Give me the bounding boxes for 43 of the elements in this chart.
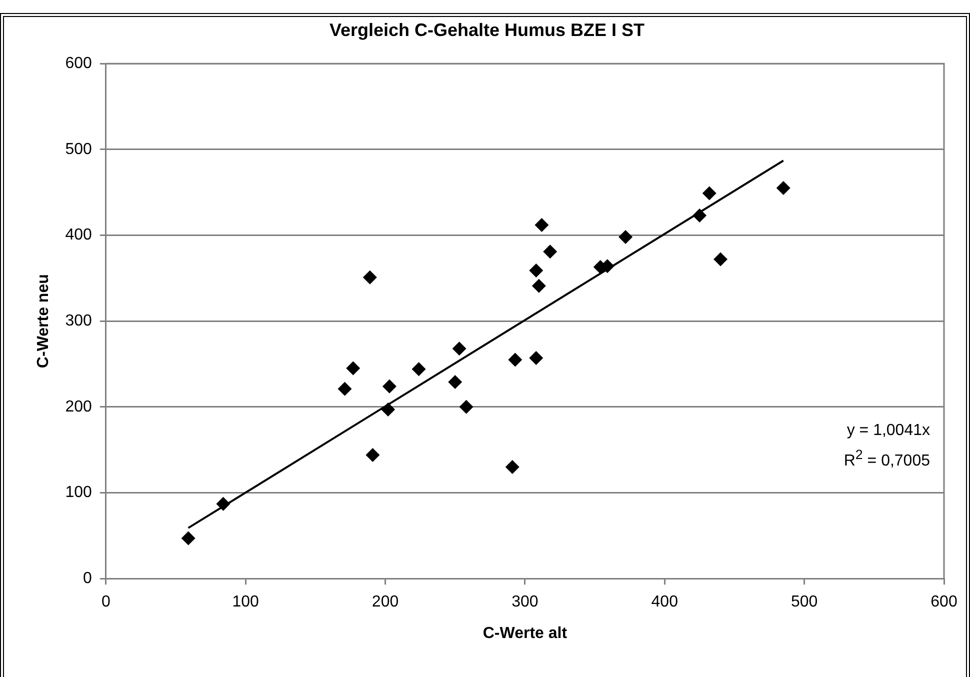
point xyxy=(366,448,380,462)
y-axis-title: C-Werte neu xyxy=(35,274,52,368)
point xyxy=(508,352,522,367)
chart-title: Vergleich C-Gehalte Humus BZE I ST xyxy=(329,20,645,40)
point xyxy=(618,230,633,244)
x-tick-label: 600 xyxy=(930,594,958,611)
y-tick-label: 400 xyxy=(65,226,92,244)
point xyxy=(459,400,474,414)
x-tick-label: 0 xyxy=(101,594,110,611)
y-tick-label: 200 xyxy=(65,398,92,416)
y-tick-label: 600 xyxy=(65,55,92,72)
point xyxy=(529,263,544,278)
y-tick-label: 0 xyxy=(82,570,92,588)
point xyxy=(532,278,546,293)
x-tick-label: 200 xyxy=(372,594,399,611)
point xyxy=(448,375,462,390)
x-tick-label: 500 xyxy=(790,594,818,611)
point xyxy=(412,362,426,376)
point xyxy=(381,402,396,417)
annotation: y = 1,0041x xyxy=(846,420,930,441)
x-tick-label: 100 xyxy=(232,594,260,611)
point xyxy=(452,342,466,356)
point xyxy=(382,379,396,394)
x-axis-title: C-Werte alt xyxy=(482,624,568,642)
point xyxy=(362,270,377,284)
y-tick-label: 500 xyxy=(65,140,92,158)
point xyxy=(181,531,196,546)
point xyxy=(338,382,352,396)
y-tick-label: 100 xyxy=(65,484,92,502)
point xyxy=(776,181,790,196)
point xyxy=(543,244,558,259)
point xyxy=(702,186,716,200)
point xyxy=(505,460,520,474)
point xyxy=(529,351,544,366)
point xyxy=(534,218,549,232)
y-tick-label: 300 xyxy=(65,312,92,330)
point xyxy=(714,252,728,266)
annotation: R$^{2}$ = 0,7005 xyxy=(844,446,930,472)
x-tick-label: 300 xyxy=(512,594,538,611)
point xyxy=(346,361,360,376)
x-tick-label: 400 xyxy=(651,594,678,611)
point xyxy=(216,496,230,511)
point xyxy=(692,208,707,223)
